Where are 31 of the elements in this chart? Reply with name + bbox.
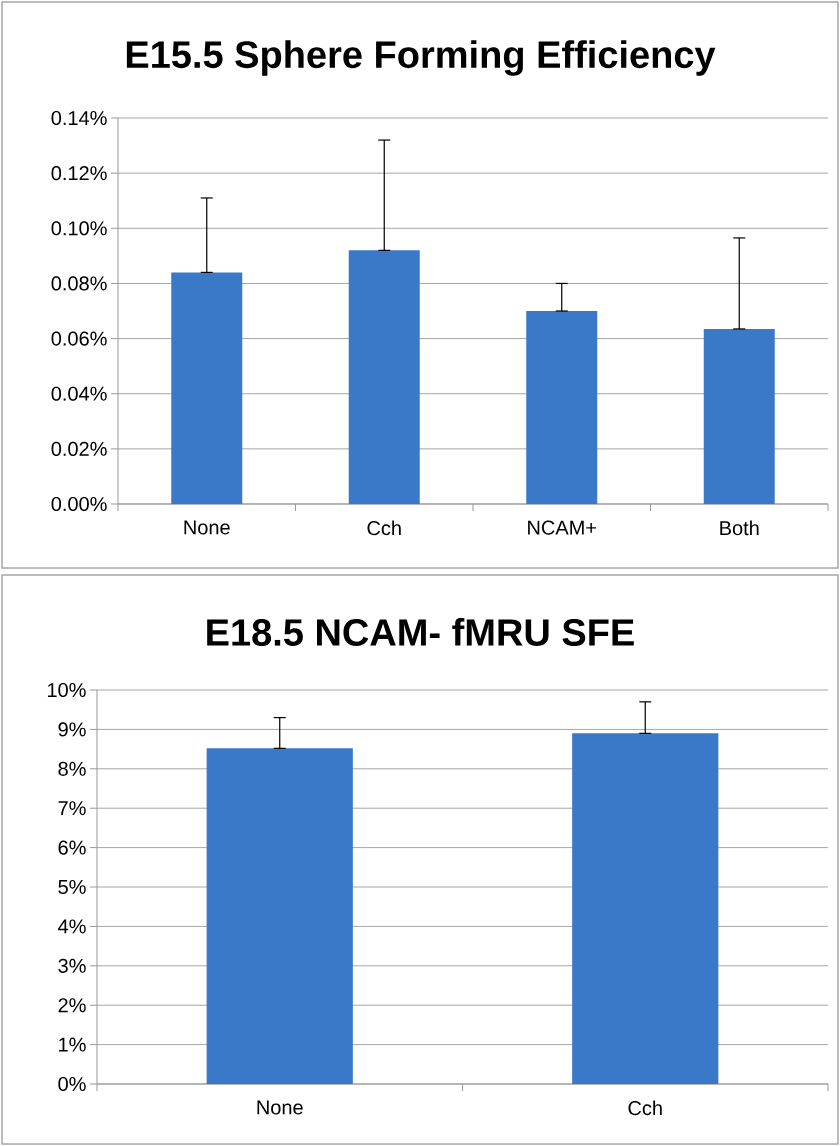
x-tick-label: NCAM+ xyxy=(528,520,597,535)
chart-title: E18.5 NCAM- fMRU SFE xyxy=(207,618,634,646)
y-tick-label: 7% xyxy=(58,801,86,816)
bar xyxy=(171,272,243,505)
chart-title: E15.5 Sphere Forming Efficiency xyxy=(126,40,716,76)
y-tick-label: 0.10% xyxy=(51,221,107,236)
bar xyxy=(703,328,775,505)
y-tick-label: 9% xyxy=(58,722,86,737)
y-tick-label: 0.12% xyxy=(51,166,107,181)
y-tick-label: 8% xyxy=(58,761,86,776)
y-tick-label: 3% xyxy=(58,958,86,973)
y-tick-label: 10% xyxy=(47,682,86,698)
x-tick-label: Cch xyxy=(367,520,401,536)
y-tick-label: 0.14% xyxy=(51,110,107,126)
y-tick-label: 0.06% xyxy=(51,331,107,346)
y-tick-label: 0.00% xyxy=(51,496,107,512)
y-tick-label: 1% xyxy=(59,1037,86,1052)
y-tick-label: 6% xyxy=(58,840,86,855)
y-tick-label: 0.04% xyxy=(51,386,107,401)
x-tick-label: Both xyxy=(720,520,759,536)
y-tick-label: 0% xyxy=(58,1076,86,1092)
bar xyxy=(526,311,598,505)
x-tick-label: None xyxy=(184,520,230,535)
y-tick-label: 5% xyxy=(58,879,86,895)
y-tick-label: 0.02% xyxy=(51,441,107,456)
x-tick-label: None xyxy=(257,1100,303,1115)
bar xyxy=(348,250,420,505)
y-tick-label: 0.08% xyxy=(51,276,107,291)
x-tick-label: Cch xyxy=(628,1100,662,1116)
y-tick-label: 2% xyxy=(58,998,86,1013)
y-tick-label: 4% xyxy=(58,919,86,934)
